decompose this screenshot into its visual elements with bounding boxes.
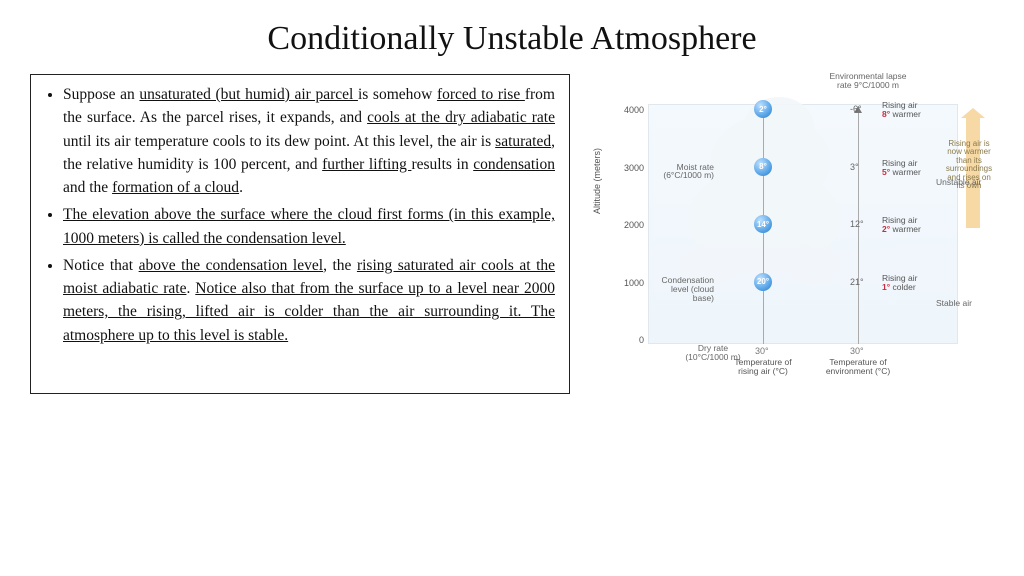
y-tick: 4000 bbox=[616, 105, 644, 115]
env-temp: 12° bbox=[850, 219, 864, 229]
comparison-label: Rising air5° warmer bbox=[882, 159, 921, 178]
surface-env-temp: 30° bbox=[850, 346, 864, 356]
env-temp: 21° bbox=[850, 277, 864, 287]
comparison-label: Rising air1° colder bbox=[882, 274, 917, 293]
y-tick: 1000 bbox=[616, 278, 644, 288]
env-temp: 3° bbox=[850, 162, 859, 172]
x-label-env: Temperature of environment (°C) bbox=[823, 358, 893, 376]
dry-rate-label: Dry rate (10°C/1000 m) bbox=[678, 344, 748, 362]
y-tick: 3000 bbox=[616, 163, 644, 173]
bullet-1: Suppose an unsaturated (but humid) air p… bbox=[63, 83, 555, 199]
atmosphere-diagram: Altitude (meters) Environmental lapse ra… bbox=[588, 74, 994, 394]
y-axis-label: Altitude (meters) bbox=[592, 148, 602, 214]
parcel-ball: 20° bbox=[754, 273, 772, 291]
y-tick: 2000 bbox=[616, 220, 644, 230]
env-temp: -6° bbox=[850, 104, 862, 114]
stable-label: Stable air bbox=[936, 299, 972, 308]
page-title: Conditionally Unstable Atmosphere bbox=[30, 20, 994, 58]
comparison-label: Rising air8° warmer bbox=[882, 101, 921, 120]
bullet-3: Notice that above the condensation level… bbox=[63, 254, 555, 347]
bullet-2: The elevation above the surface where th… bbox=[63, 203, 555, 250]
parcel-ball: 8° bbox=[754, 158, 772, 176]
parcel-ball: 14° bbox=[754, 215, 772, 233]
explainer-box: Suppose an unsaturated (but humid) air p… bbox=[30, 74, 570, 394]
unstable-label: Unstable air bbox=[936, 178, 981, 187]
env-lapse-label: Environmental lapse rate 9°C/1000 m bbox=[823, 72, 913, 91]
moist-rate-label: Moist rate (6°C/1000 m) bbox=[654, 163, 714, 181]
comparison-label: Rising air2° warmer bbox=[882, 216, 921, 235]
surface-rising-temp: 30° bbox=[755, 346, 769, 356]
condensation-label: Condensation level (cloud base) bbox=[650, 276, 714, 303]
parcel-ball: 2° bbox=[754, 100, 772, 118]
y-tick: 0 bbox=[616, 335, 644, 345]
